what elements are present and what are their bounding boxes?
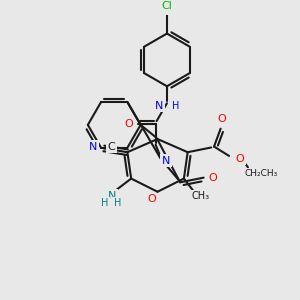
Text: N: N [155, 101, 163, 111]
Text: O: O [217, 114, 226, 124]
Text: H: H [172, 101, 179, 111]
Text: O: O [209, 172, 218, 183]
Text: CH₂CH₃: CH₂CH₃ [244, 169, 278, 178]
Text: N: N [89, 142, 97, 152]
Text: H: H [101, 198, 109, 208]
Text: O: O [148, 194, 156, 204]
Text: H: H [114, 198, 122, 208]
Text: O: O [124, 119, 133, 129]
Text: N: N [162, 156, 170, 166]
Text: N: N [108, 190, 116, 200]
Text: O: O [236, 154, 244, 164]
Text: CH₃: CH₃ [192, 191, 210, 202]
Text: Cl: Cl [161, 1, 172, 11]
Text: C: C [108, 142, 116, 152]
